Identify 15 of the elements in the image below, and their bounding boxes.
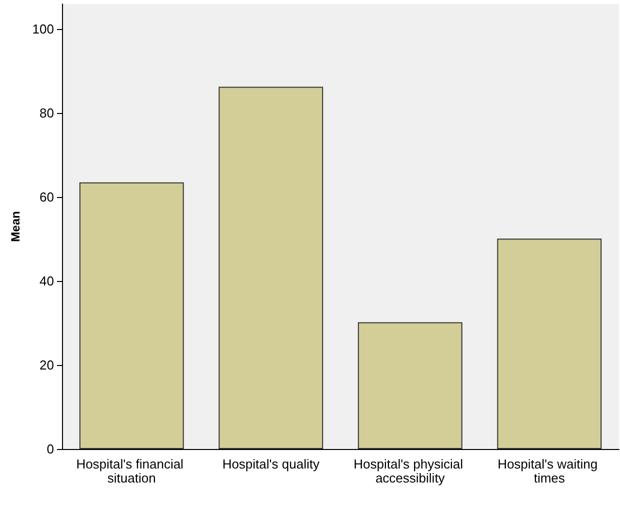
x-tick-label: Hospital's waiting times — [498, 456, 602, 486]
bar — [358, 322, 462, 449]
y-tick-label: 60 — [40, 190, 54, 205]
y-axis-title: Mean — [8, 211, 22, 242]
bar — [79, 182, 184, 449]
y-tick-label: 0 — [46, 442, 54, 456]
x-tick-label: Hospital's physicial accessibility — [354, 456, 467, 486]
bar — [497, 238, 602, 449]
x-tick-label: Hospital's quality — [222, 456, 320, 472]
y-tick-label: 80 — [40, 106, 54, 121]
x-tick-label: Hospital's financial situation — [76, 456, 188, 486]
y-tick-label: 40 — [40, 274, 54, 289]
y-tick-label: 20 — [40, 358, 54, 373]
bar — [218, 86, 324, 449]
y-tick-label: 100 — [32, 22, 54, 37]
